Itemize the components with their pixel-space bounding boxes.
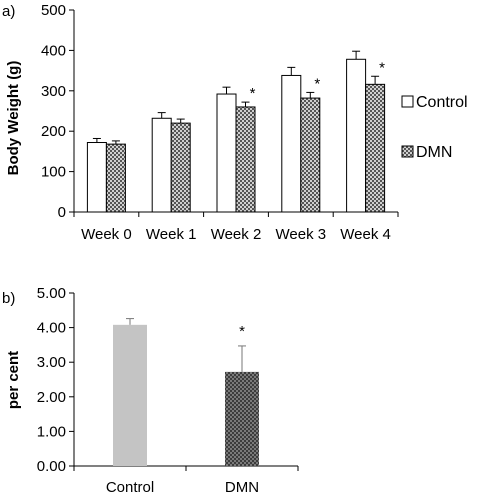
panel-a-legend-label-dmn: DMN (416, 144, 452, 161)
panel-b-label: b) (2, 290, 15, 307)
panel-a-bar-control-week-0 (86, 142, 107, 213)
panel-a-y-tick-label: 300 (41, 83, 66, 100)
panel-a-bar-dmn-week-3 (300, 97, 321, 213)
panel-b-y-tick-label: 0.00 (37, 458, 66, 475)
panel-a-label: a) (2, 3, 15, 20)
panel-b-y-tick-label: 2.00 (37, 389, 66, 406)
panel-a-y-tick-label: 400 (41, 42, 66, 59)
panel-a-y-axis-label: Body Weight (g) (5, 61, 22, 176)
panel-a-y-tick-label: 200 (41, 123, 66, 140)
panel-a-significance-marker: * (379, 59, 385, 76)
panel-b-significance-marker: * (239, 323, 245, 340)
panel-a-bar-dmn-week-2 (235, 106, 256, 213)
panel-a-category-label: Week 0 (81, 226, 132, 243)
panel-a-significance-marker: * (314, 75, 320, 92)
panel-b-bar-dmn (225, 371, 259, 466)
panel-b-y-axis-label: per cent (5, 351, 22, 409)
panel-b-y-tick-label: 5.00 (37, 285, 66, 302)
panel-b-bar-control (113, 324, 147, 466)
panel-a-category-label: Week 4 (340, 226, 391, 243)
panel-a-bar-control-week-4 (346, 58, 367, 213)
panel-a-plot: 0 100 200 300 400 500 Week 0 Week 1 Week 2 Week 3… (41, 2, 468, 243)
panel-a-legend-swatch-dmn (401, 145, 414, 158)
panel-b-y-tick-label: 4.00 (37, 320, 66, 337)
panel-a-bar-control-week-2 (216, 93, 237, 213)
panel-a-legend-label-control: Control (416, 94, 468, 111)
panel-a-legend-swatch-control (401, 95, 414, 108)
panel-a-y-tick-label: 0 (58, 204, 66, 221)
panel-b-category-label: Control (106, 479, 154, 496)
panel-a-significance-marker: * (250, 85, 256, 102)
panel-a-category-label: Week 3 (276, 226, 327, 243)
panel-a-bar-dmn-week-4 (365, 83, 386, 213)
panel-a-bar-control-week-1 (151, 117, 172, 213)
panel-b-y-tick-label: 1.00 (37, 423, 66, 440)
panel-a-y-tick-label: 500 (41, 2, 66, 19)
panel-a-bar-dmn-week-1 (170, 122, 191, 213)
panel-a-bar-dmn-week-0 (105, 143, 126, 213)
panel-b-y-tick-label: 3.00 (37, 354, 66, 371)
panel-b-plot: 0.00 1.00 2.00 3.00 4.00 5.00 Control DMN * (37, 285, 299, 496)
panel-b-category-label: DMN (225, 479, 259, 496)
panel-a-y-tick-label: 100 (41, 164, 66, 181)
panel-a-bar-control-week-3 (281, 74, 302, 213)
panel-a-category-label: Week 2 (211, 226, 262, 243)
panel-a-category-label: Week 1 (146, 226, 197, 243)
